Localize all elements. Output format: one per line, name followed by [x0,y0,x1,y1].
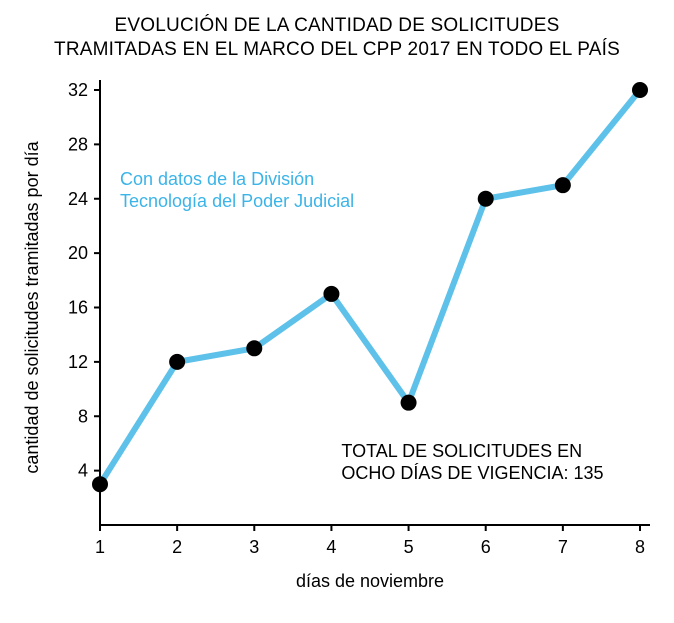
x-tick-label: 8 [635,537,645,557]
x-tick-label: 6 [481,537,491,557]
chart-svg: 4812162024283212345678días de noviembrec… [0,0,674,623]
x-tick-label: 7 [558,537,568,557]
x-tick-label: 1 [95,537,105,557]
data-point [401,395,417,411]
y-tick-label: 28 [68,134,88,154]
data-point [92,476,108,492]
data-point [478,191,494,207]
chart-container: EVOLUCIÓN DE LA CANTIDAD DE SOLICITUDES … [0,0,674,623]
y-tick-label: 8 [78,406,88,426]
data-point [555,177,571,193]
source-text-line-1: Con datos de la División [120,169,314,189]
data-point [323,286,339,302]
y-tick-label: 24 [68,189,88,209]
y-tick-label: 20 [68,243,88,263]
y-axis-label: cantidad de solicitudes tramitadas por d… [22,140,42,473]
total-text-line-2: OCHO DÍAS DE VIGENCIA: 135 [341,463,603,483]
x-tick-label: 3 [249,537,259,557]
y-tick-label: 32 [68,80,88,100]
source-text-line-2: Tecnología del Poder Judicial [120,191,354,211]
data-point [246,340,262,356]
data-point [169,354,185,370]
y-tick-label: 12 [68,352,88,372]
data-line [100,90,640,484]
y-tick-label: 4 [78,461,88,481]
total-text-line-1: TOTAL DE SOLICITUDES EN [341,441,582,461]
x-axis-label: días de noviembre [296,571,444,591]
x-tick-label: 2 [172,537,182,557]
x-tick-label: 5 [404,537,414,557]
data-point [632,82,648,98]
y-tick-label: 16 [68,298,88,318]
x-tick-label: 4 [326,537,336,557]
